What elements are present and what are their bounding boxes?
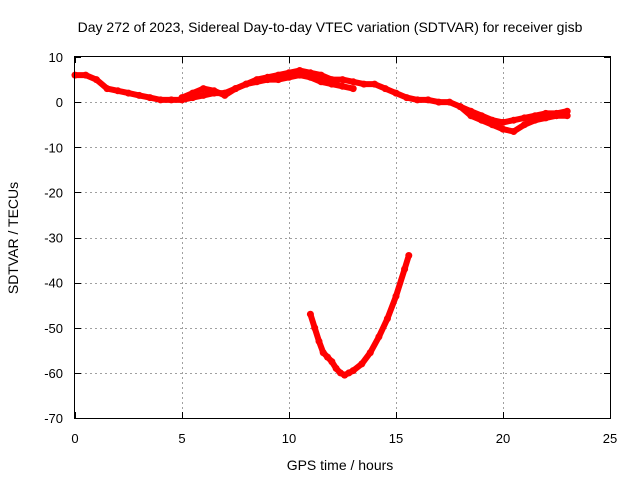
data-point <box>349 85 357 93</box>
data-point <box>178 94 186 102</box>
data-point <box>199 85 207 93</box>
y-tick-label: 10 <box>49 50 63 65</box>
data-point <box>114 87 122 95</box>
data-point <box>332 364 340 372</box>
data-point <box>358 360 366 368</box>
data-point <box>135 91 143 99</box>
data-point <box>383 315 391 323</box>
data-point <box>467 112 475 120</box>
data-point <box>146 94 154 102</box>
data-point <box>82 71 90 79</box>
data-point <box>520 121 528 129</box>
data-point <box>403 94 411 102</box>
data-point <box>315 337 323 345</box>
data-point <box>324 353 331 361</box>
data-point <box>319 349 327 357</box>
data-point <box>92 76 100 84</box>
x-tick-label: 20 <box>496 431 510 446</box>
data-point <box>381 85 389 93</box>
data-point <box>392 292 400 300</box>
data-point <box>375 333 383 341</box>
data-point <box>285 73 293 81</box>
data-point <box>392 89 400 97</box>
data-point <box>311 324 319 332</box>
data-point <box>499 125 507 133</box>
data-point <box>317 71 325 79</box>
data-point <box>405 252 413 259</box>
x-tick-label: 15 <box>389 431 403 446</box>
data-point <box>296 71 304 79</box>
y-tick-label: -40 <box>44 276 63 291</box>
y-tick-label: 0 <box>56 95 63 110</box>
data-point <box>499 118 507 126</box>
data-point <box>232 85 239 93</box>
data-point <box>424 96 432 104</box>
data-point <box>103 85 111 93</box>
data-point <box>210 87 218 95</box>
y-tick-label: -50 <box>44 321 63 336</box>
x-tick-label: 10 <box>282 431 296 446</box>
data-point <box>339 76 346 84</box>
data-point <box>328 80 336 88</box>
data-point <box>242 80 250 88</box>
data-point <box>510 116 518 124</box>
chart-title: Day 272 of 2023, Sidereal Day-to-day VTE… <box>78 19 583 35</box>
series-layer <box>71 67 571 379</box>
data-point <box>125 89 132 97</box>
data-point <box>478 116 486 124</box>
data-point <box>488 121 496 129</box>
data-point <box>339 82 346 90</box>
data-point <box>349 367 357 375</box>
data-point <box>189 89 197 97</box>
data-point <box>221 91 229 99</box>
data-point <box>542 114 550 122</box>
data-point <box>306 73 314 81</box>
x-tick-label: 25 <box>603 431 617 446</box>
y-tick-label: -30 <box>44 231 63 246</box>
data-point <box>563 112 571 120</box>
data-point <box>531 116 539 124</box>
grid-lines <box>75 57 610 418</box>
y-tick-label: -60 <box>44 366 63 381</box>
data-point <box>456 103 464 111</box>
y-tick-label: -10 <box>44 140 63 155</box>
data-point <box>360 80 368 88</box>
data-point <box>413 96 421 104</box>
data-point <box>349 78 357 86</box>
data-point <box>199 91 207 99</box>
data-point <box>167 96 175 104</box>
x-tick-label: 0 <box>71 431 78 446</box>
data-point <box>510 128 518 135</box>
y-tick-label: -70 <box>44 411 63 426</box>
plot-frame <box>74 56 611 419</box>
data-point <box>371 80 379 88</box>
data-point <box>328 358 336 366</box>
data-point <box>253 78 261 86</box>
data-point <box>157 96 165 104</box>
data-point <box>401 265 409 273</box>
x-axis-label: GPS time / hours <box>287 457 394 473</box>
data-point <box>553 112 560 120</box>
series-4 <box>306 252 413 379</box>
x-tick-label: 5 <box>178 431 185 446</box>
y-tick-label: -20 <box>44 185 63 200</box>
series-3 <box>456 103 571 135</box>
data-point <box>435 98 443 106</box>
data-point <box>366 349 374 357</box>
data-point <box>446 98 453 106</box>
axis-ticks: 0 5 10 15 20 25 10 0 -10 -20 -30 -40 -50 -60 -70 <box>44 50 617 446</box>
data-point <box>317 78 325 86</box>
y-axis-label: SDTVAR / TECUs <box>5 182 21 294</box>
data-point <box>520 114 528 122</box>
data-point <box>274 76 282 84</box>
data-point <box>264 76 272 84</box>
series-2 <box>178 71 357 102</box>
data-point <box>306 310 314 318</box>
